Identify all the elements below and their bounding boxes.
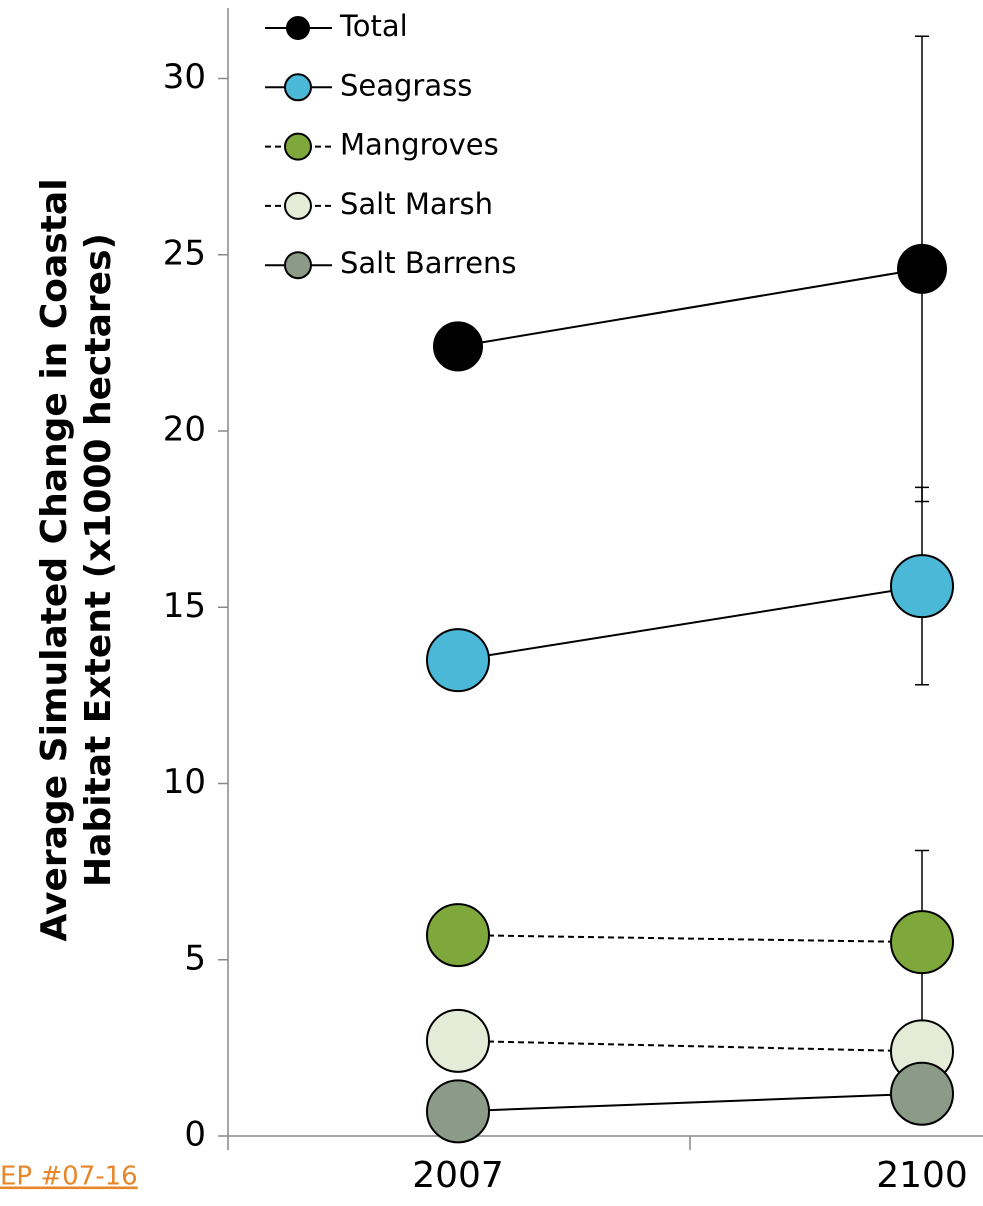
data-point — [890, 910, 954, 975]
y-tick-label: 15 — [163, 586, 206, 626]
y-axis-title-line: Average Simulated Change in Coastal — [34, 178, 75, 941]
data-point — [890, 1061, 954, 1126]
y-axis-title-line: Habitat Extent (x1000 hectares) — [78, 233, 119, 887]
legend-marker — [286, 16, 310, 40]
legend-label: Total — [339, 9, 408, 43]
data-point — [426, 1079, 490, 1144]
data-point — [426, 903, 490, 968]
series-line — [457, 267, 923, 348]
data-point — [426, 1008, 490, 1073]
legend-marker — [284, 191, 312, 220]
data-point — [433, 321, 483, 372]
y-tick-label: 20 — [163, 410, 206, 450]
legend-label: Mangroves — [340, 128, 499, 162]
series-line — [457, 1039, 923, 1053]
y-tick-label: 10 — [163, 762, 206, 802]
legend-label: Salt Marsh — [340, 187, 493, 221]
legend-marker — [284, 132, 312, 161]
x-tick-label: 2100 — [876, 1155, 968, 1196]
series-line — [457, 585, 923, 662]
y-tick-label: 25 — [163, 233, 206, 273]
y-axis-title: Average Simulated Change in Coastal Habi… — [34, 178, 119, 941]
x-tick-label: 2007 — [412, 1155, 504, 1196]
footer-link[interactable]: EP #07-16 — [0, 1162, 138, 1192]
legend-label: Salt Barrens — [340, 246, 517, 280]
data-point — [897, 243, 947, 294]
legend-marker — [284, 73, 312, 102]
y-tick-label: 0 — [184, 1115, 206, 1155]
series-line — [457, 1092, 923, 1113]
series-line — [457, 934, 923, 944]
legend-label: Seagrass — [340, 68, 472, 102]
legend-marker — [284, 251, 312, 280]
y-tick-label: 30 — [163, 57, 206, 97]
data-point — [426, 628, 490, 693]
y-tick-label: 5 — [184, 938, 206, 978]
data-point — [890, 554, 954, 619]
